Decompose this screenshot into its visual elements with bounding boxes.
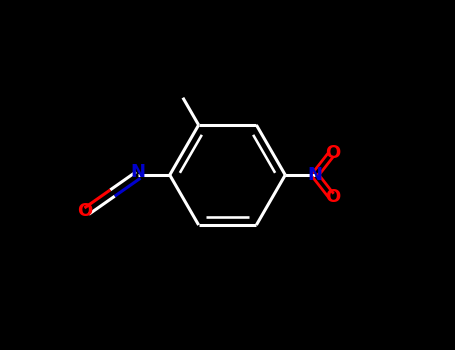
Text: O: O xyxy=(77,202,92,220)
Text: N: N xyxy=(308,166,323,184)
Text: O: O xyxy=(325,144,340,162)
Text: N: N xyxy=(131,163,146,181)
Text: O: O xyxy=(325,188,340,206)
